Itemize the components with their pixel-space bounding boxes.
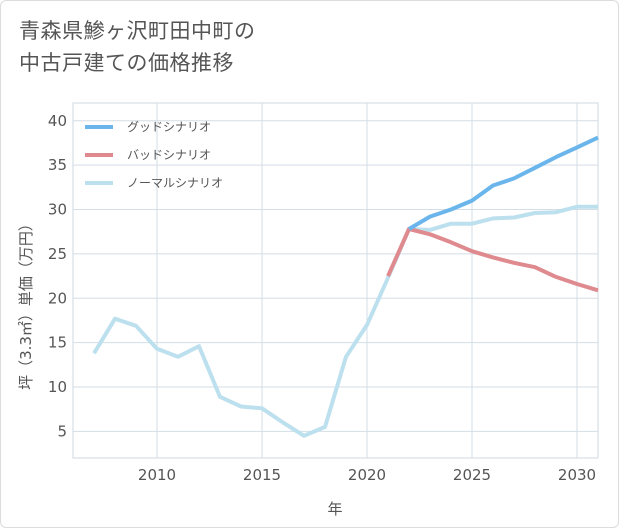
x-tick-label-2020: 2020 xyxy=(348,466,386,484)
y-tick-label-20: 20 xyxy=(48,289,67,307)
chart-title: 青森県鯵ヶ沢町田中町の 中古戸建ての価格推移 xyxy=(19,15,256,79)
x-tick-label-2010: 2010 xyxy=(138,466,176,484)
y-tick-label-25: 25 xyxy=(48,245,67,263)
series-lines xyxy=(92,135,599,438)
y-tick-label-30: 30 xyxy=(48,201,67,219)
x-tick-label-2015: 2015 xyxy=(243,466,281,484)
plot-area xyxy=(72,102,599,459)
chart-title-line-1: 青森県鯵ヶ沢町田中町の xyxy=(19,19,256,43)
x-axis-label: 年 xyxy=(327,500,342,518)
y-tick-label-15: 15 xyxy=(48,334,67,352)
grid-lines xyxy=(73,103,598,458)
chart-title-line-2: 中古戸建ての価格推移 xyxy=(19,51,234,75)
series-line-3 xyxy=(92,204,598,438)
legend-label-3: ノーマルシナリオ xyxy=(127,176,223,190)
y-tick-label-5: 5 xyxy=(57,422,67,440)
series-line-1 xyxy=(407,135,599,231)
legend-label-1: グッドシナリオ xyxy=(127,120,211,134)
x-tick-label-2030: 2030 xyxy=(558,466,596,484)
series-line-2 xyxy=(386,227,599,293)
y-tick-label-35: 35 xyxy=(48,156,67,174)
legend-label-2: バッドシナリオ xyxy=(127,148,211,162)
y-axis-label: 坪（3.3㎡）単価（万円） xyxy=(17,216,35,390)
x-tick-label-2025: 2025 xyxy=(453,466,491,484)
y-tick-label-10: 10 xyxy=(48,378,67,396)
y-tick-label-40: 40 xyxy=(48,112,67,130)
